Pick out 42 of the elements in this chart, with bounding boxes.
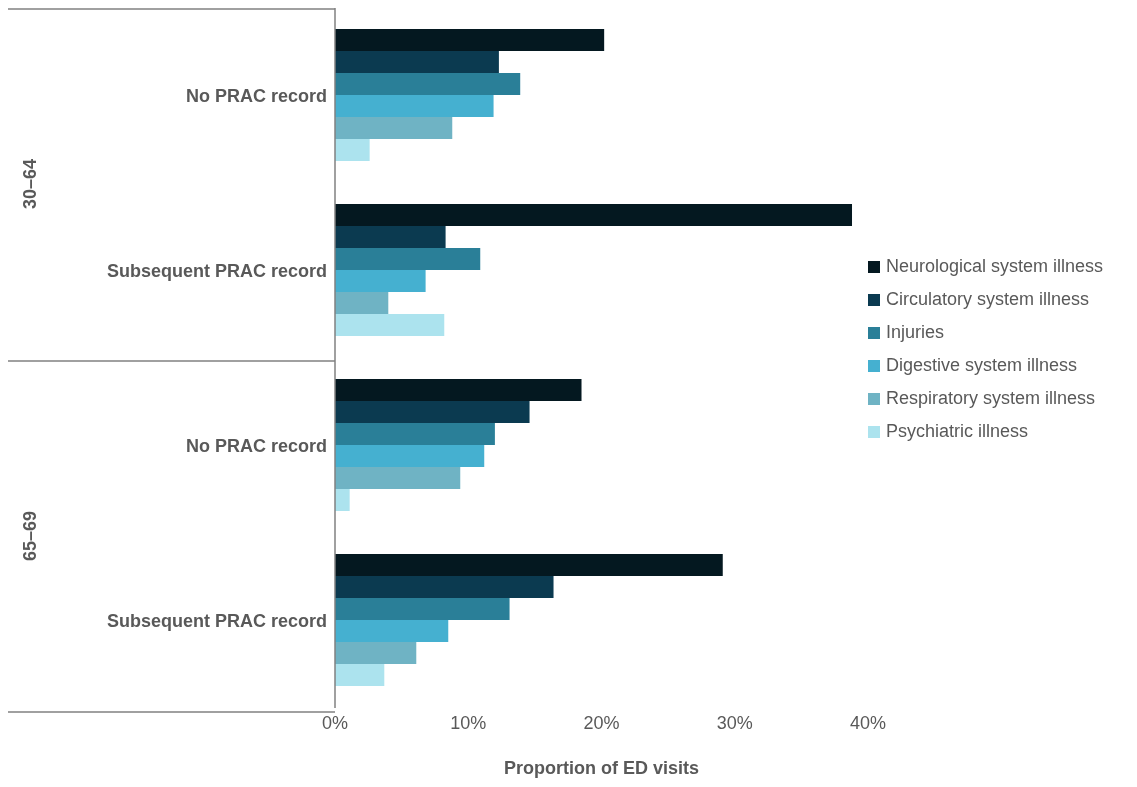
bar — [335, 95, 494, 117]
legend-label: Psychiatric illness — [886, 421, 1029, 442]
text: 65–69 — [19, 510, 41, 562]
bar — [335, 73, 521, 95]
x-tick-label: 0% — [321, 712, 349, 733]
legend-label: Injuries — [886, 322, 945, 343]
bar — [335, 292, 389, 314]
bar — [335, 51, 499, 73]
bar — [335, 423, 495, 445]
bar — [335, 576, 554, 598]
bar — [335, 489, 350, 511]
x-tick-label: 20% — [583, 712, 620, 733]
bar — [335, 226, 446, 248]
bar — [335, 620, 449, 642]
x-axis-title: Proportion of ED visits — [503, 758, 700, 778]
text: 30–64 — [19, 158, 41, 210]
legend-label: Circulatory system illness — [886, 289, 1090, 310]
bar — [335, 401, 530, 423]
x-tick-label: 10% — [450, 712, 487, 733]
y-tick-label: No PRAC record — [185, 435, 327, 456]
bar — [335, 204, 853, 226]
bar — [335, 554, 723, 576]
legend-label: Digestive system illness — [886, 355, 1078, 376]
bar — [335, 270, 426, 292]
bar — [335, 664, 385, 686]
y-tick-label: Subsequent PRAC record — [106, 610, 327, 631]
bar — [335, 445, 485, 467]
legend-label: Respiratory system illness — [886, 388, 1096, 409]
bar — [335, 29, 605, 51]
legend-label: Neurological system illness — [886, 256, 1104, 277]
bar — [335, 248, 481, 270]
bar — [335, 467, 461, 489]
bar — [335, 139, 370, 161]
x-tick-label: 30% — [716, 712, 753, 733]
bar — [335, 314, 445, 336]
bar — [335, 117, 453, 139]
bar — [335, 379, 582, 401]
bar — [335, 598, 510, 620]
y-tick-label: No PRAC record — [185, 85, 327, 106]
bar — [335, 642, 417, 664]
y-tick-label: Subsequent PRAC record — [106, 260, 327, 281]
x-tick-label: 40% — [849, 712, 887, 733]
